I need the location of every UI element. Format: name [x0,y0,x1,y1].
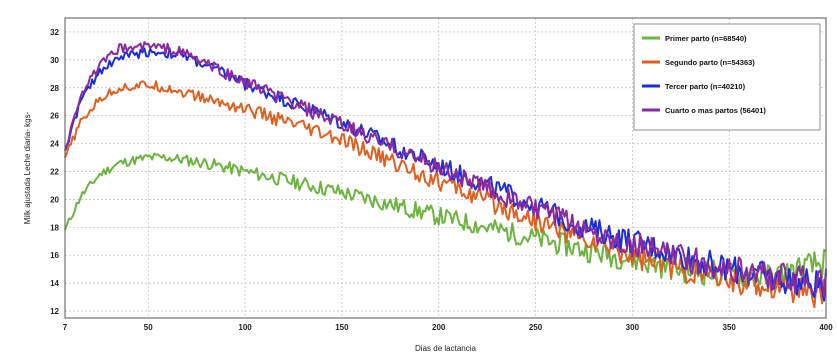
legend-entry-label: Segundo parto (n=54363) [665,58,755,67]
legend-box [633,23,821,131]
x-axis-label: Dias de lactancia [415,344,476,353]
series-line-4 [64,41,827,298]
y-tick-label: 12 [50,307,59,316]
y-tick-label: 28 [50,84,59,93]
y-tick-label: 22 [50,167,59,176]
y-tick-label: 16 [50,251,59,260]
y-tick-label: 24 [50,140,59,149]
x-tick-label: 100 [238,323,252,332]
y-tick-label: 32 [50,28,59,37]
y-tick-label: 18 [50,223,59,232]
x-tick-label: 350 [723,323,737,332]
y-tick-label: 26 [50,112,59,121]
x-tick-label: 300 [626,323,640,332]
legend: Primer parto (n=68540) Segundo parto (n=5… [633,23,821,131]
y-tick-label: 20 [50,195,59,204]
series-group [64,41,827,309]
y-tick-label: 14 [50,279,59,288]
x-tick-label: 200 [432,323,446,332]
plot-frame [64,17,827,319]
y-tick-label: 30 [50,56,59,65]
y-axis-label: Milk ajustada Leche diaria- kgs- [23,111,32,224]
x-tick-label: 7 [63,323,68,332]
x-tick-label: 250 [529,323,543,332]
x-tick-label: 150 [335,323,349,332]
x-tick-label: 50 [144,323,153,332]
x-tick-label: 400 [819,323,833,332]
legend-entry-label: Primer parto (n=68540) [665,34,747,43]
legend-entry-label: Cuarto o mas partos (56401) [665,106,766,115]
legend-entry-label: Tercer parto (n=40210) [665,82,746,91]
tick-labels: 12 14 16 18 20 22 24 26 28 30 32 7 50 100 150 200 250 300… [50,28,833,332]
